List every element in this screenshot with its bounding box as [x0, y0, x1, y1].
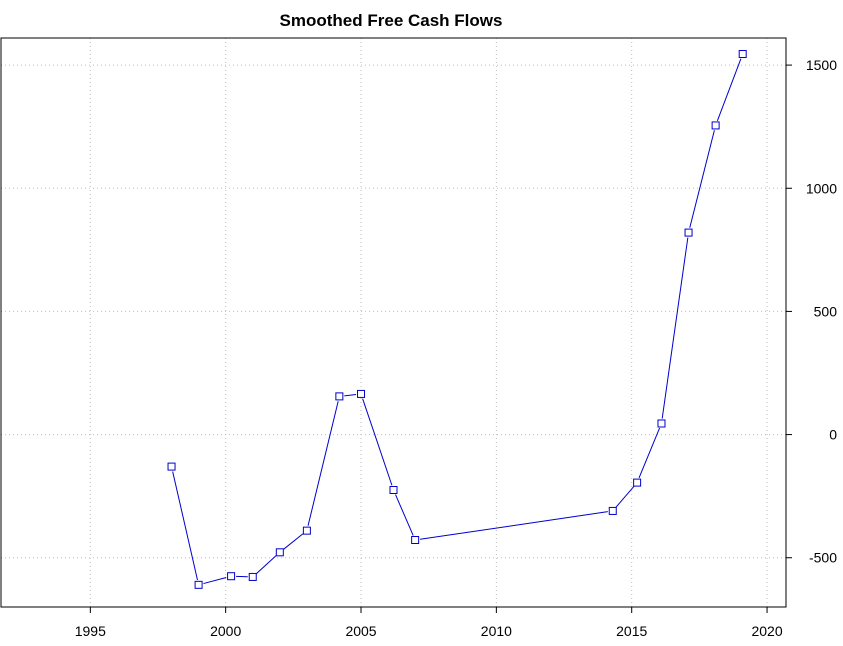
series-0-segment-6: [344, 394, 357, 397]
series-0-segment-5: [307, 401, 339, 526]
data-point-8: [389, 485, 398, 494]
data-point-15: [738, 50, 747, 59]
y-tick-label-2: 500: [814, 303, 838, 319]
data-point-11: [633, 478, 642, 487]
y-tick-label-4: 1500: [806, 57, 837, 73]
data-point-9: [411, 536, 420, 545]
series-0-segment-9: [420, 511, 608, 540]
data-point-12: [657, 419, 666, 428]
x-tick-label-2: 2005: [345, 623, 376, 639]
data-point-1: [194, 580, 203, 589]
data-point-2: [227, 572, 236, 581]
series-layer: [167, 50, 747, 589]
series-0-segment-11: [638, 427, 661, 479]
series-0-segment-1: [203, 577, 227, 585]
x-axis: 1995 2000 2005 2010 2015 2020: [75, 607, 783, 639]
series-0-segment-14: [716, 58, 742, 121]
data-point-6: [335, 392, 344, 401]
grid: [1, 38, 786, 607]
data-point-10: [608, 506, 617, 515]
x-tick-label-1: 2000: [210, 623, 241, 639]
y-axis: -500 0 500 1000 1500: [786, 57, 837, 566]
y-tick-label-0: -500: [809, 550, 837, 566]
x-tick-label-0: 1995: [75, 623, 106, 639]
series-0-segment-10: [615, 486, 635, 508]
series-0-segment-13: [689, 130, 715, 228]
data-point-13: [684, 228, 693, 237]
series-0-segment-3: [256, 555, 277, 574]
series-0-segment-12: [661, 237, 689, 419]
y-tick-label-3: 1000: [806, 180, 837, 196]
plot-area: [0, 37, 787, 608]
data-point-0: [167, 462, 176, 471]
data-point-14: [711, 121, 720, 130]
x-tick-label-5: 2020: [751, 623, 782, 639]
data-point-4: [275, 548, 284, 557]
data-point-3: [248, 572, 257, 581]
series-0-segment-0: [172, 471, 198, 581]
chart-title: Smoothed Free Cash Flows: [280, 11, 503, 30]
y-tick-label-1: 0: [829, 427, 837, 443]
series-0-segment-7: [362, 398, 393, 486]
series-0-segment-4: [283, 533, 304, 550]
x-tick-label-4: 2015: [616, 623, 647, 639]
data-point-5: [302, 526, 311, 535]
series-0-segment-8: [395, 494, 414, 536]
x-tick-label-3: 2010: [481, 623, 512, 639]
data-point-7: [357, 389, 366, 398]
